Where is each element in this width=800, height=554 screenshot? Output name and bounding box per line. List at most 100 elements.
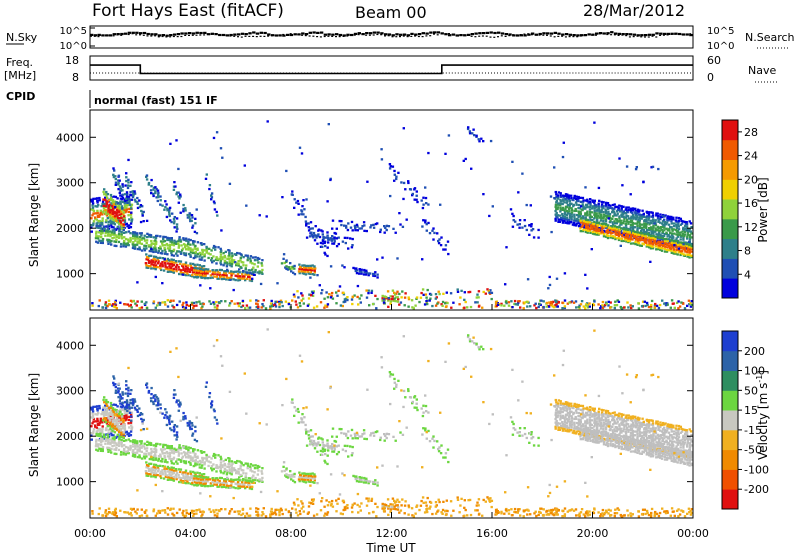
noise-search-sample [282,33,285,36]
power-cell [161,265,164,268]
power-cell [212,301,215,304]
power-cell [172,254,176,257]
power-cell [649,307,653,310]
power-cell [91,204,94,207]
power-cell [518,300,521,303]
power-cell [566,302,569,305]
power-cell [601,304,604,307]
power-cell [101,217,104,220]
power-cell [136,247,139,251]
power-cell [199,284,202,287]
power-cell [202,265,206,268]
velocity-cell [111,441,114,444]
power-cell [106,225,109,229]
power-cell [246,273,249,276]
power-cell [627,206,630,209]
power-cell [633,222,637,225]
power-cell [246,277,249,280]
power-cell [304,215,307,219]
power-cell [658,232,661,235]
power-cell [637,302,640,305]
power-cell [407,298,411,301]
power-cell [615,222,619,225]
power-cell [230,300,233,303]
velocity-cell [138,413,142,417]
power-cell [97,237,100,240]
power-cell [381,256,384,259]
velocity-cell [145,464,149,467]
power-cell [584,207,587,210]
power-cell [253,270,257,273]
power-cell [505,246,508,249]
power-cell [514,303,517,306]
power-cell [284,266,287,269]
velocity-cell [143,452,146,455]
power-cell [143,234,146,237]
power-cell [393,297,396,300]
power-cell [259,282,263,286]
power-cell [577,214,581,217]
power-cell [126,186,130,190]
power-cell [127,158,130,162]
velocity-cell [209,461,212,464]
power-cell [227,278,230,281]
power-cell [532,236,536,239]
velocity-cell [111,423,114,426]
power-cell [326,254,329,258]
power-cell [671,235,675,238]
nave-sample [656,72,658,74]
velocity-cell [141,420,144,423]
power-cell [670,239,673,242]
power-cell [612,210,616,213]
velocity-cell [161,473,164,476]
power-cell [575,306,578,309]
noise-search-sample [188,34,190,36]
power-cell [618,204,621,207]
power-cell [109,213,112,216]
velocity-cell [210,467,213,470]
velocity-cell [197,475,200,478]
power-cell [249,269,252,272]
velocity-cell [91,412,94,415]
power-cell [166,209,169,212]
noise-sky-sample [120,32,124,36]
power-cell [620,227,623,230]
power-cell [193,230,197,233]
noise-search-sample [255,36,258,38]
power-cell [360,294,363,297]
power-cell [602,210,605,214]
power-cell [309,268,312,271]
nave-sample [144,72,146,74]
power-cell [653,304,657,307]
velocity-cell [118,417,121,420]
power-cell [249,278,252,281]
power-cell [647,305,651,309]
velocity-cell [149,454,153,457]
power-cell [116,215,119,218]
power-cell [652,230,655,233]
velocity-cell [178,444,181,447]
power-cell [372,223,375,226]
nave-sample [641,72,643,74]
power-cell [676,253,679,256]
velocity-cell [133,406,136,409]
velocity-cell [202,476,205,479]
power-cell [138,205,142,209]
noise-search-sample [463,34,466,36]
velocity-cell [101,410,104,414]
power-cell [638,221,641,224]
power-cell [605,231,608,234]
power-cell [123,220,127,224]
power-cell [123,239,126,243]
power-cell [169,142,172,145]
power-cell [170,254,174,257]
power-cell [262,305,265,308]
velocity-cell [92,420,95,423]
power-cell [386,290,390,293]
power-cell [223,256,227,259]
noise-sky-sample [478,32,482,35]
noise-search-sample [380,34,383,36]
nave-sample [180,72,182,74]
power-cell [313,271,316,274]
velocity-cell [200,484,203,487]
